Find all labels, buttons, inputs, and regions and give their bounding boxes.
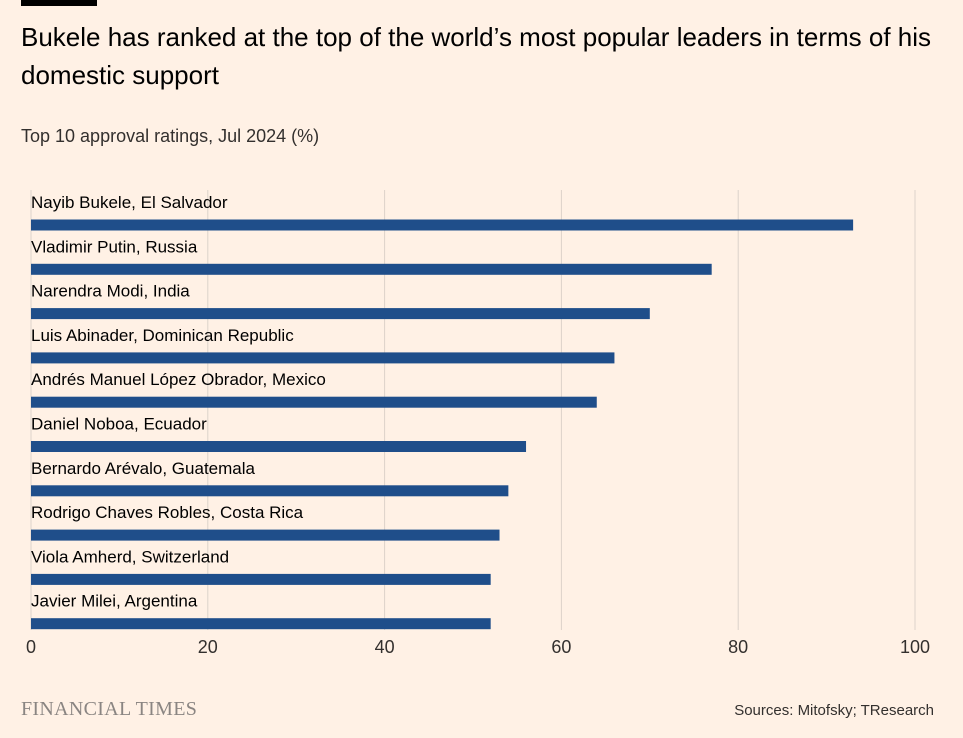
category-label: Andrés Manuel López Obrador, Mexico — [31, 370, 326, 389]
chart-subtitle: Top 10 approval ratings, Jul 2024 (%) — [21, 126, 320, 146]
ft-accent-bar — [21, 0, 97, 6]
bar — [31, 219, 854, 231]
bars — [31, 219, 854, 630]
bar — [31, 441, 527, 452]
x-tick-label: 80 — [728, 637, 748, 657]
x-tick-label: 0 — [26, 637, 36, 657]
x-tick-label: 40 — [375, 637, 395, 657]
category-label: Rodrigo Chaves Robles, Costa Rica — [31, 503, 304, 522]
x-tick-label: 100 — [900, 637, 930, 657]
source-note: Sources: Mitofsky; TResearch — [734, 702, 934, 719]
bar — [31, 263, 712, 275]
category-labels: Nayib Bukele, El Salvador Vladimir Putin,… — [31, 193, 326, 611]
ft-logo: FINANCIAL TIMES — [21, 698, 198, 720]
bar — [31, 618, 491, 630]
category-label: Viola Amherd, Switzerland — [31, 547, 229, 566]
category-label: Narendra Modi, India — [31, 282, 190, 301]
bar — [31, 573, 491, 585]
chart-title: Bukele has ranked at the top of the worl… — [21, 22, 932, 90]
bar — [31, 485, 509, 497]
category-label: Luis Abinader, Dominican Republic — [31, 326, 294, 345]
category-label: Javier Milei, Argentina — [31, 592, 198, 611]
gridlines — [30, 190, 916, 630]
category-label: Vladimir Putin, Russia — [31, 237, 198, 256]
x-axis-ticks: 0 20 40 60 80 100 — [26, 637, 930, 657]
bar — [31, 396, 597, 408]
x-tick-label: 20 — [198, 637, 218, 657]
category-label: Nayib Bukele, El Salvador — [31, 193, 228, 212]
category-label: Daniel Noboa, Ecuador — [31, 415, 207, 434]
bar — [31, 529, 500, 541]
category-label: Bernardo Arévalo, Guatemala — [31, 459, 256, 478]
x-tick-label: 60 — [551, 637, 571, 657]
bar — [31, 352, 615, 364]
bar — [31, 308, 650, 320]
